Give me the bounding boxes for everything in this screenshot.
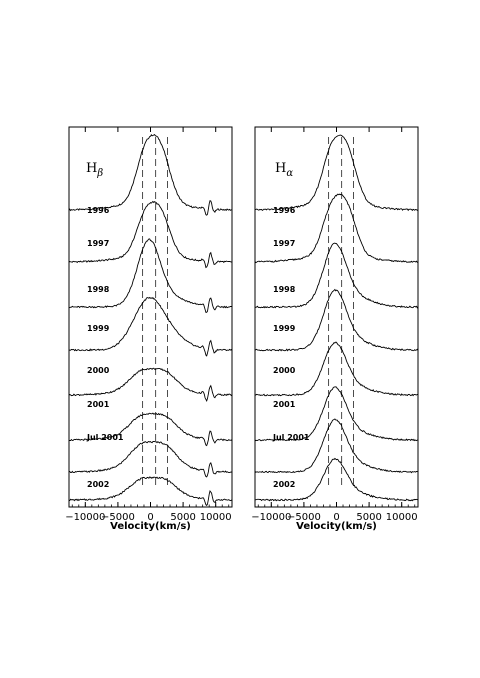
hbeta-spectra — [68, 133, 233, 507]
halpha-epoch-labels: 1996 1997 1998 1999 2000 2001 Jul 2001 2002 — [272, 206, 310, 489]
hbeta-label: Hβ — [86, 161, 103, 179]
hbeta-dashed-lines — [142, 137, 168, 489]
x-tick-label: 0 — [147, 512, 153, 523]
epoch-label: Jul 2001 — [86, 433, 124, 442]
spectrum-line — [68, 296, 233, 357]
x-tick-label: 5000 — [170, 512, 195, 523]
spectrum-line — [254, 193, 419, 264]
x-tick-label: −10000 — [65, 512, 105, 523]
spectrum-line — [255, 341, 419, 397]
spectrum-line — [69, 476, 233, 507]
epoch-label: 1998 — [273, 285, 296, 294]
x-tick-label: 5000 — [356, 512, 381, 523]
spectrum-line — [68, 440, 233, 478]
x-tick-label: −10000 — [251, 512, 291, 523]
epoch-label: 1997 — [273, 239, 295, 248]
halpha-spectra — [254, 134, 419, 502]
spectrum-line — [68, 133, 233, 216]
halpha-dashed-lines — [328, 137, 354, 489]
epoch-label: 2002 — [87, 480, 109, 489]
x-tick-label: −5000 — [101, 512, 135, 523]
spectrum-line — [68, 412, 233, 447]
halpha-frame — [254, 126, 419, 508]
hbeta-frame — [68, 126, 233, 508]
spectrum-line — [68, 367, 233, 403]
spectrum-line — [254, 134, 419, 212]
epoch-label: 2001 — [273, 400, 296, 409]
x-tick-label: −5000 — [287, 512, 321, 523]
epoch-label: 1999 — [273, 324, 296, 333]
epoch-label: 1999 — [87, 324, 110, 333]
halpha-x-ticks: −10000−5000 0 5000 10000 — [251, 127, 418, 523]
epoch-label: 1997 — [87, 239, 109, 248]
epoch-label: 1998 — [87, 285, 110, 294]
halpha-x-axis-label: Velocity(km/s) — [296, 521, 377, 532]
epoch-label: 1996 — [87, 206, 110, 215]
epoch-label: 2000 — [273, 366, 296, 375]
hbeta-x-ticks: −10000−5000 0 5000 10000 — [65, 127, 232, 523]
epoch-label: 2000 — [87, 366, 110, 375]
epoch-label: 2002 — [273, 480, 295, 489]
spectrum-line — [254, 288, 419, 352]
spectrum-line — [254, 457, 419, 502]
epoch-label: Jul 2001 — [272, 433, 310, 442]
epoch-label: 1996 — [273, 206, 296, 215]
halpha-label: Hα — [275, 161, 293, 179]
spectrum-line — [254, 418, 419, 474]
epoch-label: 2001 — [87, 400, 110, 409]
x-tick-label: 0 — [333, 512, 339, 523]
spectrum-line — [68, 238, 233, 313]
x-tick-label: 10000 — [200, 512, 232, 523]
spectrum-line — [254, 242, 419, 309]
hbeta-epoch-labels: 1996 1997 1998 1999 2000 2001 Jul 2001 2002 — [86, 206, 124, 489]
hbeta-x-axis-label: Velocity(km/s) — [110, 521, 191, 532]
x-tick-label: 10000 — [386, 512, 418, 523]
spectrum-line — [254, 386, 419, 442]
spectrum-line — [68, 200, 233, 269]
